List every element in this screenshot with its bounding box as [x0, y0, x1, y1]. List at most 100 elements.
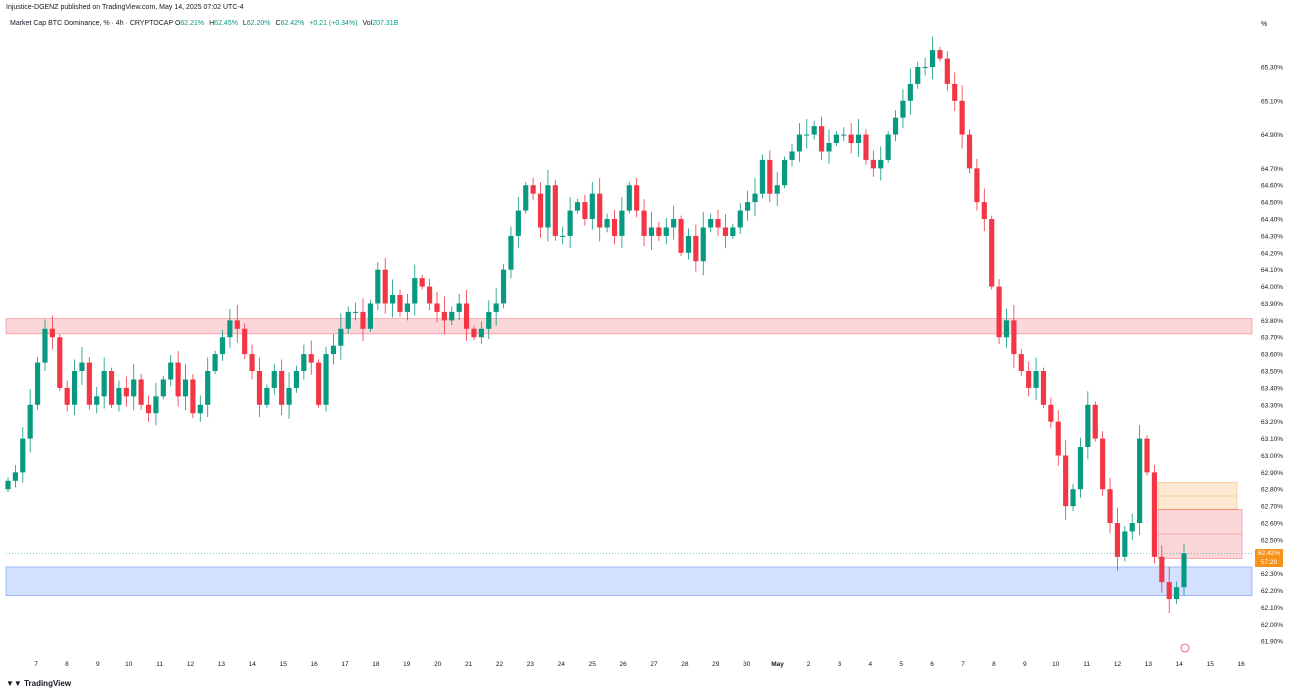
vol-value: 207.31B — [372, 20, 399, 27]
candle-body — [722, 227, 729, 236]
candle-body — [515, 210, 521, 236]
time-axis[interactable]: 7 8 9 10 11 12 13 14 15 16 17 18 19 20 21 22 23 24 25 26 27 2… — [34, 661, 1245, 668]
x-tick-label: 12 — [1114, 661, 1122, 668]
symbol-legend[interactable]: Market Cap BTC Dominance, % · 4h · CRYPT… — [10, 20, 401, 27]
candle-body — [242, 328, 248, 355]
candle-body — [20, 438, 26, 473]
candle-body — [545, 185, 551, 228]
candle-body — [929, 50, 936, 68]
candle-body — [530, 185, 536, 194]
x-tick-label: 15 — [1207, 661, 1215, 668]
candle-body — [486, 311, 492, 329]
candle-body — [1085, 404, 1091, 448]
x-tick-label: 22 — [496, 661, 504, 668]
x-tick-label: 10 — [1052, 661, 1060, 668]
candle-body — [685, 235, 692, 253]
x-tick-label: 13 — [218, 661, 226, 668]
candle-body — [818, 126, 825, 152]
symbol-title: Market Cap BTC Dominance, % · 4h · CRYPT… — [10, 20, 173, 27]
candle-body — [611, 219, 618, 236]
candle-body — [782, 159, 788, 186]
candle-body — [345, 311, 351, 329]
candle-body — [1003, 320, 1010, 338]
candle-body — [190, 379, 196, 414]
candle-body — [634, 185, 640, 211]
x-tick-label: 6 — [930, 661, 934, 668]
candle-body — [175, 362, 181, 397]
candle-body — [86, 362, 92, 405]
candle-body — [589, 193, 595, 220]
candle-body — [108, 371, 115, 405]
x-tick-label: 8 — [65, 661, 69, 668]
y-tick-label: 65.10% — [1261, 98, 1283, 105]
close-value: 62.42% — [280, 20, 305, 27]
candle-body — [944, 58, 950, 84]
y-tick-label: 62.30% — [1261, 571, 1283, 578]
y-tick-label: 62.50% — [1261, 537, 1283, 544]
candle-body — [286, 387, 292, 405]
candle-body — [966, 134, 973, 169]
y-tick-label: 64.70% — [1261, 166, 1283, 173]
flash-icon — [1180, 643, 1190, 653]
candle-body — [671, 219, 677, 228]
candle-body — [131, 379, 137, 397]
y-tick-label: 65.30% — [1261, 65, 1283, 72]
candle-body — [700, 227, 706, 262]
price-axis[interactable]: 65.30% 65.10% 64.90% 64.70% 64.60% 64.50% 64.4… — [1261, 65, 1283, 646]
candle-body — [1151, 472, 1158, 557]
x-tick-label: 14 — [249, 661, 257, 668]
candle-body — [212, 354, 218, 372]
x-tick-label: 16 — [1237, 661, 1245, 668]
y-tick-label: 64.60% — [1261, 183, 1283, 190]
candle-body — [833, 134, 839, 144]
y-tick-label: 64.90% — [1261, 132, 1283, 139]
x-tick-label: 28 — [681, 661, 689, 668]
y-tick-label: 64.00% — [1261, 284, 1283, 291]
candle-body — [952, 83, 958, 101]
chart-marks — [6, 553, 1252, 653]
candle-body — [116, 387, 122, 405]
candle-body — [826, 143, 832, 152]
y-tick-label: 63.40% — [1261, 385, 1283, 392]
candle-body — [619, 210, 625, 236]
candle-body — [885, 134, 891, 160]
candle-body — [249, 354, 255, 372]
candle-body — [752, 193, 758, 203]
candle-body — [582, 202, 588, 220]
candle-body — [774, 185, 780, 194]
y-tick-label: 63.20% — [1261, 419, 1283, 426]
x-tick-label: 11 — [156, 661, 163, 668]
candle-body — [456, 303, 462, 312]
footer-brand: TradingView — [24, 679, 72, 688]
candles — [5, 36, 1187, 614]
candle-body — [367, 303, 374, 329]
tradingview-logo[interactable]: ▼▼ TradingView — [6, 679, 71, 688]
candle-body — [1018, 354, 1024, 372]
x-tick-label: 19 — [403, 661, 411, 668]
candle-body — [382, 269, 388, 304]
x-tick-label: 25 — [589, 661, 597, 668]
candle-body — [1033, 371, 1039, 388]
candle-body — [626, 185, 632, 211]
candle-body — [219, 337, 226, 355]
candle-body — [42, 328, 48, 363]
candle-body — [737, 210, 743, 228]
y-tick-label: 63.90% — [1261, 301, 1283, 308]
change-value: +0.21 (+0.34%) — [309, 20, 358, 27]
axis-unit: % — [1261, 21, 1268, 28]
candle-body — [656, 227, 662, 236]
candle-body — [330, 345, 337, 355]
x-tick-label: 24 — [558, 661, 566, 668]
y-tick-label: 62.60% — [1261, 521, 1283, 528]
y-tick-label: 64.40% — [1261, 217, 1283, 224]
candle-body — [759, 159, 766, 194]
candle-body — [463, 303, 470, 329]
candle-body — [567, 210, 573, 236]
candle-body — [412, 278, 418, 304]
x-tick-label: 9 — [96, 661, 100, 668]
candle-body — [160, 379, 166, 397]
candle-body — [1129, 523, 1135, 532]
candle-body — [1011, 320, 1017, 355]
candle-body — [959, 100, 965, 135]
